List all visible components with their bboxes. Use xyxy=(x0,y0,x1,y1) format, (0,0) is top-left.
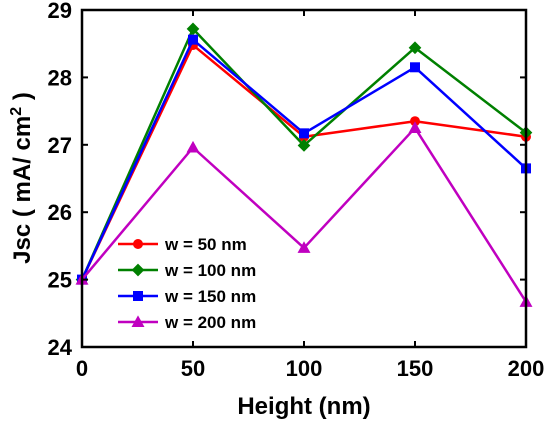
x-axis-title: Height (nm) xyxy=(237,393,370,420)
y-axis-title-end: ) xyxy=(9,92,36,107)
y-tick-label: 24 xyxy=(48,335,73,360)
y-tick-label: 26 xyxy=(48,200,72,225)
data-point xyxy=(408,121,422,133)
data-point xyxy=(408,41,422,55)
x-tick-label: 0 xyxy=(76,356,88,381)
data-point xyxy=(297,241,311,253)
series-layer xyxy=(75,22,533,307)
legend-entry: w = 50 nm xyxy=(118,235,247,254)
legend-marker xyxy=(131,315,145,327)
x-tick-label: 50 xyxy=(181,356,205,381)
legend-marker xyxy=(131,263,145,277)
x-tick-label: 150 xyxy=(397,356,434,381)
y-tick-label: 29 xyxy=(48,0,72,23)
data-point xyxy=(297,139,311,152)
y-axis-title-main: Jsc ( mA/ cm xyxy=(9,116,36,264)
legend-label: w = 50 nm xyxy=(164,235,247,254)
y-axis-title: Jsc ( mA/ cm2 ) xyxy=(8,92,36,264)
legend-label: w = 100 nm xyxy=(164,261,256,280)
tick-layer: 0 50 100 150 200 24 25 26 27 28 29 xyxy=(48,0,545,381)
x-tick-label: 200 xyxy=(508,356,545,381)
y-axis-title-superscript: 2 xyxy=(8,107,25,116)
data-point xyxy=(186,140,200,153)
legend-entry: w = 150 nm xyxy=(118,287,256,306)
x-tick-label: 100 xyxy=(286,356,323,381)
legend-marker xyxy=(133,291,143,301)
y-tick-label: 27 xyxy=(48,133,72,158)
legend-label: w = 200 nm xyxy=(164,313,256,332)
data-point xyxy=(410,62,420,73)
series-line xyxy=(81,126,528,303)
y-tick-label: 25 xyxy=(48,268,72,293)
legend-entry: w = 200 nm xyxy=(118,313,256,332)
data-point xyxy=(299,128,309,139)
legend-label: w = 150 nm xyxy=(164,287,256,306)
legend: w = 50 nm w = 100 nm w = 150 nm w = 200 nm xyxy=(118,235,256,332)
legend-entry: w = 100 nm xyxy=(118,261,256,280)
data-point xyxy=(188,34,198,45)
legend-marker xyxy=(133,239,143,249)
data-point xyxy=(186,22,200,36)
y-tick-label: 28 xyxy=(48,65,72,90)
